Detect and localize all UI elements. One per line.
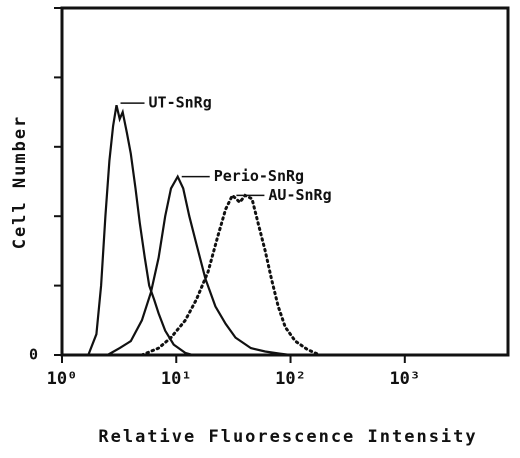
- series-label: UT-SnRg: [149, 94, 212, 112]
- x-tick-label: 10¹: [161, 369, 192, 389]
- series-line: [106, 174, 292, 357]
- series-label: AU-SnRg: [268, 186, 331, 204]
- x-tick-label: 10⁰: [47, 369, 78, 389]
- series-label: Perio-SnRg: [214, 167, 304, 185]
- x-tick-label: 10³: [389, 369, 420, 389]
- series-line: [140, 192, 322, 357]
- y-tick-label: 0: [29, 346, 38, 364]
- x-axis-label: Relative Fluorescence Intensity: [98, 427, 477, 447]
- y-axis-label: Cell Number: [10, 115, 30, 250]
- x-tick-label: 10²: [275, 369, 306, 389]
- series-line: [87, 104, 195, 357]
